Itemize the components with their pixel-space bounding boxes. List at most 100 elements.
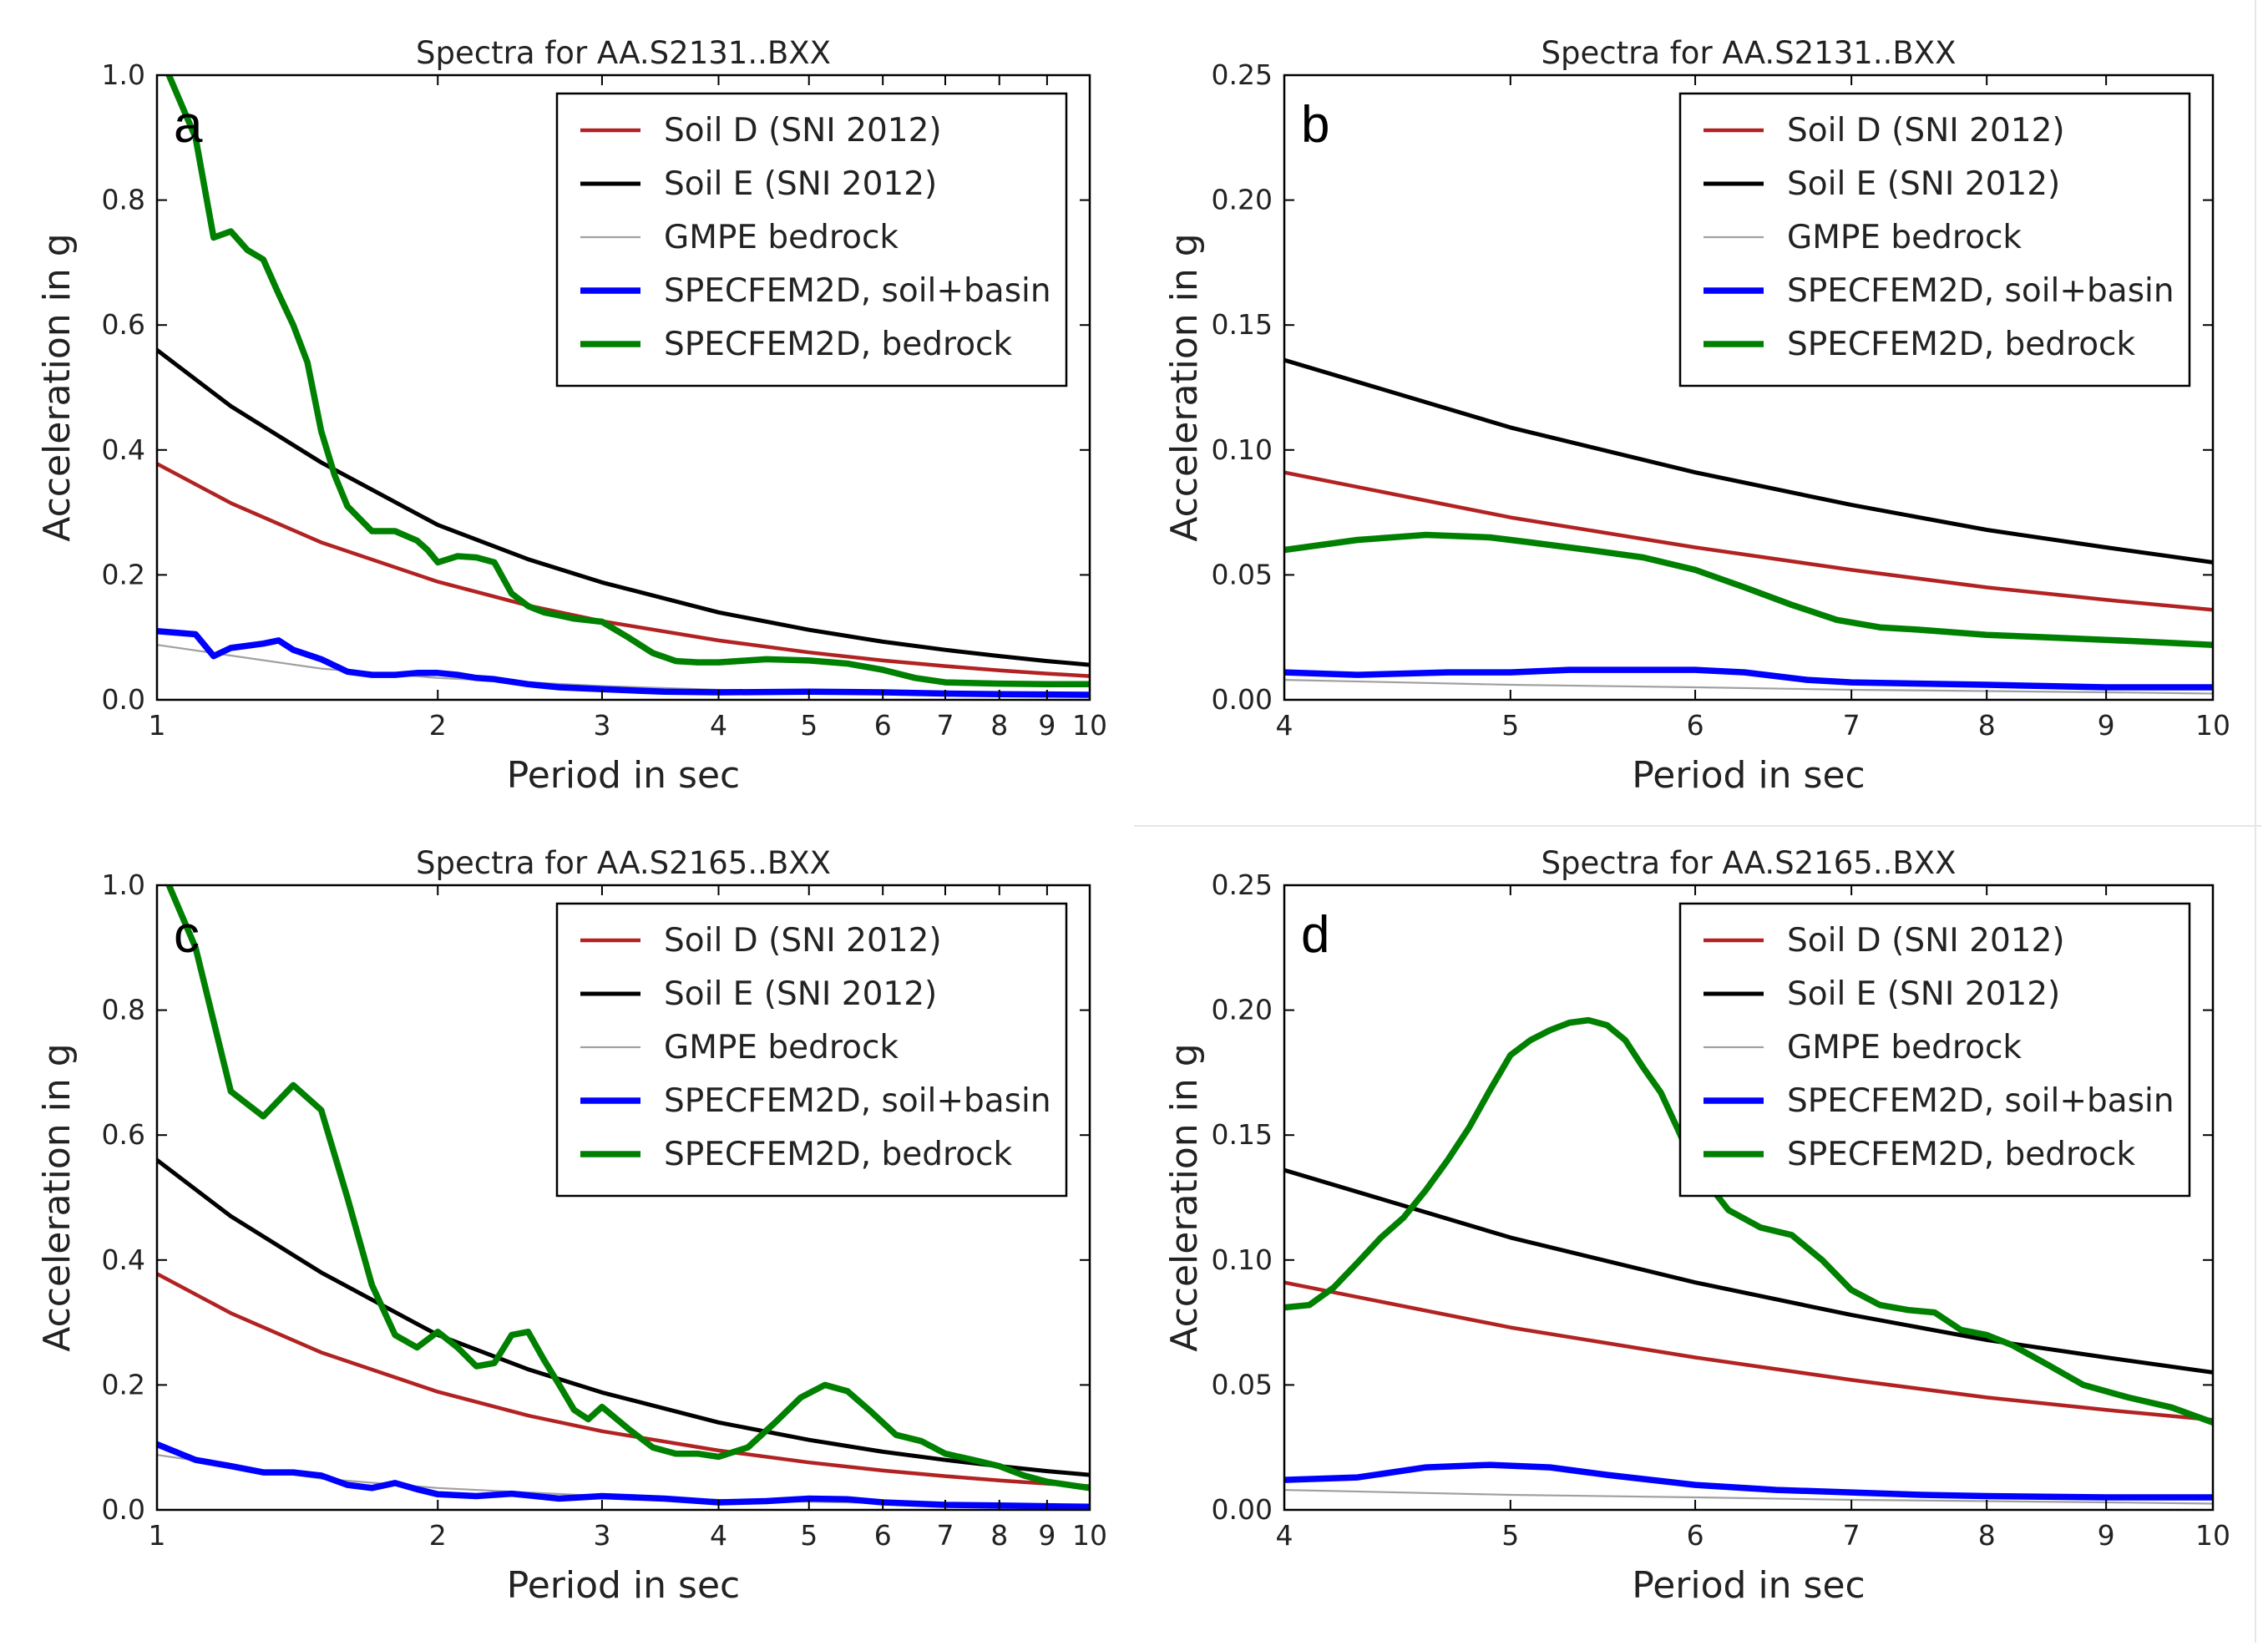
series-line-soil-e [157, 347, 1090, 667]
legend-box [555, 92, 1068, 387]
y-tick-label: 0.05 [1212, 558, 1273, 590]
y-tick-label: 0.15 [1212, 1118, 1273, 1151]
x-tick-label: 9 [1038, 709, 1056, 742]
y-tick-label: 0.10 [1212, 433, 1273, 466]
x-tick-label: 5 [1501, 709, 1519, 742]
x-tick-label: 9 [1038, 1519, 1056, 1552]
x-tick-label: 5 [1501, 1519, 1519, 1552]
x-tick-label: 4 [1276, 709, 1293, 742]
legend-entry-label: Soil E (SNI 2012) [664, 165, 937, 203]
x-tick-label: 9 [2098, 709, 2115, 742]
figure-separator-vertical [2255, 0, 2256, 1643]
y-tick-label: 0.00 [1212, 1493, 1273, 1526]
x-tick-label: 10 [2195, 1519, 2230, 1552]
legend-entry-label: SPECFEM2D, soil+basin [1787, 272, 2174, 310]
panel-letter: a [174, 96, 203, 154]
legend: Soil D (SNI 2012) Soil E (SNI 2012) GMPE b… [555, 92, 1068, 387]
legend-entry-label: Soil D (SNI 2012) [664, 922, 942, 960]
chart-panel-c: Spectra for AA.S2165..BXX 1 2 3 4 5 6 7 8 9 10 0.0 0… [36, 845, 1107, 1607]
series-line-soil-e [1284, 357, 2213, 565]
series-group [157, 885, 1090, 1510]
legend-box [1678, 902, 2191, 1198]
legend-entry-label: SPECFEM2D, bedrock [664, 1136, 1012, 1173]
x-axis-label: Period in sec [1632, 1564, 1865, 1607]
x-tick-label: 10 [1072, 1519, 1107, 1552]
x-tick-label: 3 [593, 709, 610, 742]
chart-title: Spectra for AA.S2131..BXX [1542, 35, 1957, 71]
x-tick-label: 10 [2195, 709, 2230, 742]
series-line-soil-d [1284, 470, 2213, 612]
legend-box [1678, 92, 2191, 387]
x-tick-label: 8 [1978, 709, 1996, 742]
y-tick-label: 0.25 [1212, 58, 1273, 91]
plot-frame [155, 73, 1091, 701]
legend-entry-label: Soil D (SNI 2012) [664, 112, 942, 149]
chart-panel-d: Spectra for AA.S2165..BXX 4 5 6 7 8 9 10 0.00 0.0… [1163, 845, 2230, 1607]
legend-entry-label: SPECFEM2D, soil+basin [1787, 1082, 2174, 1120]
series-line-bedrock [1284, 1016, 2213, 1426]
x-tick-label: 6 [874, 709, 892, 742]
series-group [157, 75, 1090, 698]
series-line-soil-d [1284, 1280, 2213, 1422]
y-tick-label: 0.00 [1212, 683, 1273, 716]
legend-entry-label: SPECFEM2D, bedrock [1787, 1136, 2135, 1173]
x-tick-label: 6 [1687, 1519, 1704, 1552]
legend-entry-label: GMPE bedrock [1787, 1029, 2022, 1066]
legend-entry-label: SPECFEM2D, soil+basin [664, 272, 1051, 310]
series-line-soil-basin [1284, 1461, 2213, 1501]
y-tick-label: 0.2 [102, 558, 145, 590]
x-tick-label: 5 [800, 1519, 818, 1552]
y-tick-label: 0.05 [1212, 1368, 1273, 1400]
x-axis-label: Period in sec [507, 1564, 740, 1607]
legend-entry-label: GMPE bedrock [664, 1029, 899, 1066]
series-line-soil-d [157, 462, 1090, 678]
y-tick-label: 0.8 [102, 994, 145, 1026]
legend-entry-label: SPECFEM2D, bedrock [1787, 326, 2135, 363]
legend-entry-label: Soil D (SNI 2012) [1787, 922, 2065, 960]
y-tick-label: 0.4 [102, 1243, 145, 1276]
x-tick-label: 1 [149, 1519, 166, 1552]
y-tick-label: 0.4 [102, 433, 145, 466]
y-tick-label: 1.0 [102, 869, 145, 901]
panel-letter: c [174, 906, 200, 964]
y-tick-label: 0.8 [102, 184, 145, 216]
y-axis-label: Acceleration in g [36, 1043, 78, 1351]
x-tick-label: 4 [710, 1519, 727, 1552]
x-axis-label: Period in sec [1632, 754, 1865, 797]
series-line-soil-basin [1284, 666, 2213, 691]
x-tick-label: 5 [800, 709, 818, 742]
y-tick-label: 0.20 [1212, 184, 1273, 216]
y-tick-label: 0.0 [102, 1493, 145, 1526]
x-tick-label: 2 [429, 1519, 447, 1552]
plot-frame [155, 884, 1091, 1512]
x-tick-label: 9 [2098, 1519, 2115, 1552]
y-axis-label: Acceleration in g [1163, 233, 1206, 541]
x-tick-label: 4 [1276, 1519, 1293, 1552]
x-tick-label: 7 [1843, 1519, 1860, 1552]
panel-letter: d [1301, 906, 1329, 964]
legend: Soil D (SNI 2012) Soil E (SNI 2012) GMPE b… [1678, 92, 2191, 387]
series-line-bedrock [165, 885, 1090, 1492]
y-tick-label: 1.0 [102, 58, 145, 91]
x-tick-label: 6 [1687, 709, 1704, 742]
y-axis-label: Acceleration in g [36, 233, 78, 541]
panel-letter: b [1301, 96, 1329, 154]
chart-panel-a: Spectra for AA.S2131..BXX 1 2 3 4 5 6 7 8 9 10 0.0 0… [36, 35, 1107, 797]
series-group [1284, 357, 2213, 695]
x-tick-label: 7 [1843, 709, 1860, 742]
legend-entry-label: Soil E (SNI 2012) [1787, 975, 2060, 1013]
x-axis-label: Period in sec [507, 754, 740, 797]
series-line-soil-e [1284, 1167, 2213, 1375]
plot-frame [1283, 884, 2215, 1512]
series-line-soil-basin [157, 627, 1090, 698]
x-tick-label: 6 [874, 1519, 892, 1552]
chart-panel-b: Spectra for AA.S2131..BXX 4 5 6 7 8 9 10 0.00 0.0… [1163, 35, 2230, 797]
y-tick-label: 0.10 [1212, 1243, 1273, 1276]
legend: Soil D (SNI 2012) Soil E (SNI 2012) GMPE b… [1678, 902, 2191, 1198]
y-tick-label: 0.25 [1212, 869, 1273, 901]
legend-entry-label: Soil E (SNI 2012) [664, 975, 937, 1013]
x-tick-label: 8 [990, 709, 1008, 742]
legend: Soil D (SNI 2012) Soil E (SNI 2012) GMPE b… [555, 902, 1068, 1198]
y-tick-label: 0.6 [102, 1118, 145, 1151]
